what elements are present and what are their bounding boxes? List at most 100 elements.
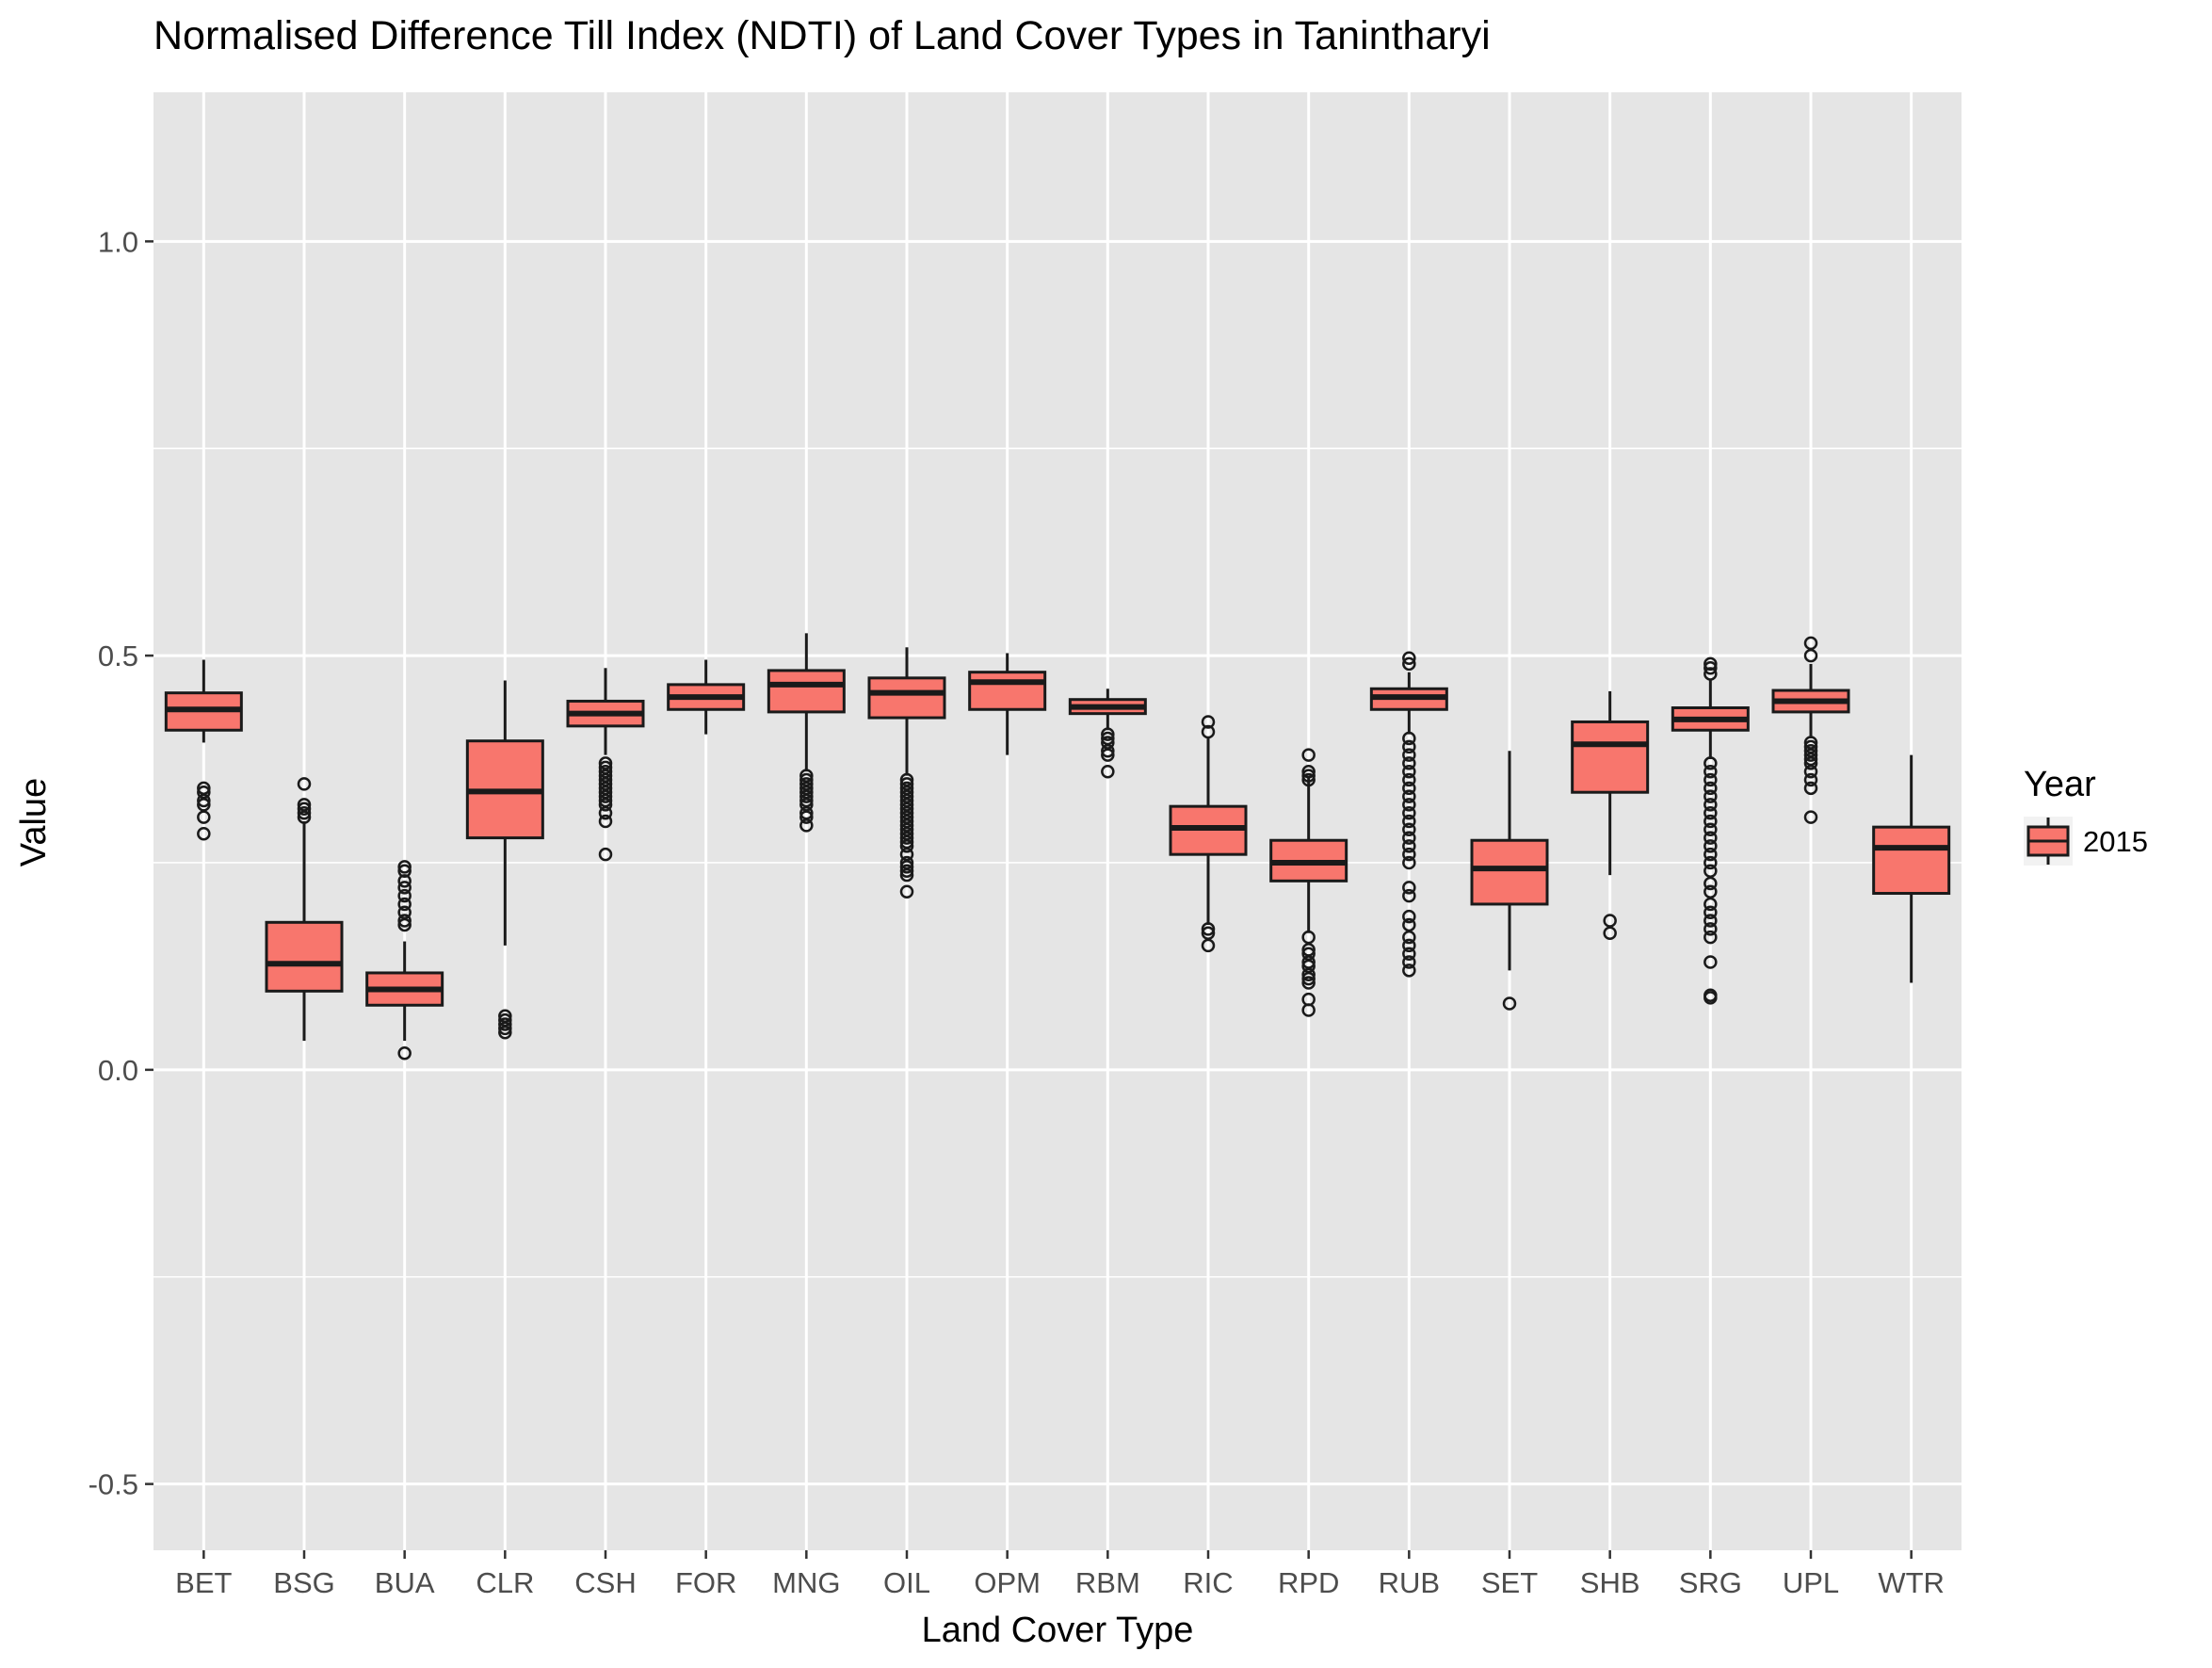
outlier-point bbox=[1402, 881, 1416, 895]
outlier-point bbox=[1402, 839, 1416, 853]
x-tick-label: WTR bbox=[1878, 1566, 1945, 1599]
outlier-point bbox=[397, 874, 412, 888]
legend-label-2015: 2015 bbox=[2083, 825, 2148, 858]
outlier-point bbox=[297, 805, 312, 820]
outlier-point bbox=[397, 897, 412, 912]
y-tick-label: -0.5 bbox=[89, 1468, 138, 1501]
box-mng bbox=[767, 633, 846, 833]
outlier-point bbox=[397, 881, 412, 895]
outlier-point bbox=[1703, 914, 1718, 928]
outlier-point bbox=[1301, 1003, 1316, 1017]
x-tick-label: BSG bbox=[273, 1566, 334, 1599]
outlier-point bbox=[1803, 781, 1818, 796]
box-iqr bbox=[767, 669, 846, 714]
outlier-point bbox=[1402, 947, 1416, 961]
x-tick-label: OIL bbox=[883, 1566, 930, 1599]
x-tick-label: UPL bbox=[1783, 1566, 1839, 1599]
outlier-point bbox=[297, 802, 312, 817]
outlier-point bbox=[1703, 805, 1718, 820]
outlier-point bbox=[1402, 805, 1416, 820]
outlier-point bbox=[1703, 656, 1718, 672]
y-tick-label: 0.0 bbox=[98, 1054, 138, 1087]
outlier-point bbox=[1101, 743, 1115, 758]
outlier-point bbox=[1703, 839, 1718, 853]
box-oil bbox=[867, 647, 946, 899]
outlier-point bbox=[1402, 964, 1416, 978]
legend-title: Year bbox=[2024, 765, 2096, 804]
outlier-point bbox=[899, 839, 914, 853]
box-csh bbox=[566, 668, 645, 862]
outlier-point bbox=[1402, 798, 1416, 812]
outlier-point bbox=[1301, 748, 1316, 762]
outlier-point bbox=[899, 831, 914, 845]
outlier-point bbox=[397, 914, 412, 928]
outlier-point bbox=[899, 860, 914, 874]
outlier-point bbox=[1101, 764, 1115, 779]
outlier-point bbox=[1803, 648, 1818, 663]
outlier-point bbox=[397, 1046, 412, 1061]
y-tick-label: 1.0 bbox=[98, 225, 138, 258]
outlier-point bbox=[1703, 781, 1718, 796]
box-opm bbox=[968, 653, 1047, 755]
outlier-point bbox=[1703, 847, 1718, 862]
outlier-point bbox=[1703, 955, 1718, 969]
outlier-point bbox=[1301, 772, 1316, 787]
box-iqr bbox=[265, 920, 344, 993]
outlier-point bbox=[1703, 667, 1718, 681]
outlier-point bbox=[1402, 739, 1416, 754]
box-set bbox=[1470, 751, 1549, 1011]
outlier-point bbox=[1402, 772, 1416, 787]
outlier-point bbox=[1703, 897, 1718, 912]
x-axis: BET BSG BUA CLR CSH FOR MNG OIL OPM RBM RIC RPD RUB S… bbox=[175, 1550, 1945, 1599]
outlier-point bbox=[498, 1026, 512, 1040]
chart-title: Normalised Difference Till Index (NDTI) … bbox=[153, 13, 1491, 58]
outlier-point bbox=[1402, 831, 1416, 845]
box-wtr bbox=[1872, 754, 1951, 983]
x-tick-label: RPD bbox=[1278, 1566, 1339, 1599]
box-rpd bbox=[1269, 748, 1348, 1017]
outlier-point bbox=[498, 1021, 512, 1036]
outlier-point bbox=[397, 917, 412, 932]
outlier-point bbox=[1402, 888, 1416, 903]
outlier-point bbox=[197, 793, 211, 808]
outlier-point bbox=[1803, 748, 1818, 762]
outlier-point bbox=[297, 777, 312, 791]
box-srg bbox=[1671, 656, 1750, 1005]
x-tick-label: OPM bbox=[974, 1566, 1041, 1599]
outlier-point bbox=[1703, 930, 1718, 945]
outlier-point bbox=[598, 798, 613, 812]
outlier-point bbox=[1703, 814, 1718, 829]
outlier-point bbox=[1402, 756, 1416, 770]
legend: Year 2015 bbox=[2024, 765, 2148, 866]
y-axis: -0.5 0.0 0.5 1.0 bbox=[89, 225, 153, 1501]
x-tick-label: RBM bbox=[1075, 1566, 1140, 1599]
box-bsg bbox=[265, 777, 344, 1042]
box-bet bbox=[164, 659, 243, 841]
outlier-point bbox=[1402, 938, 1416, 953]
outlier-point bbox=[1703, 831, 1718, 845]
outlier-point bbox=[1402, 656, 1416, 672]
outlier-point bbox=[397, 888, 412, 903]
outlier-point bbox=[1301, 764, 1316, 779]
outlier-point bbox=[498, 1017, 512, 1031]
box-iqr bbox=[1872, 825, 1951, 896]
outlier-point bbox=[899, 864, 914, 879]
outlier-point bbox=[1803, 756, 1818, 770]
box-rbm bbox=[1068, 688, 1147, 779]
outlier-point bbox=[1703, 876, 1718, 891]
outlier-point bbox=[1703, 991, 1718, 1005]
outlier-point bbox=[1703, 822, 1718, 837]
outlier-point bbox=[1402, 781, 1416, 796]
x-tick-label: CSH bbox=[574, 1566, 636, 1599]
outlier-point bbox=[1703, 922, 1718, 936]
box-iqr bbox=[968, 671, 1047, 711]
outlier-point bbox=[1703, 798, 1718, 812]
box-upl bbox=[1771, 636, 1850, 824]
outlier-point bbox=[1301, 971, 1316, 986]
outlier-point bbox=[197, 826, 211, 841]
outlier-point bbox=[397, 864, 412, 879]
legend-key-glyph bbox=[2026, 818, 2070, 865]
outlier-point bbox=[1201, 922, 1216, 936]
outlier-point bbox=[1402, 847, 1416, 862]
